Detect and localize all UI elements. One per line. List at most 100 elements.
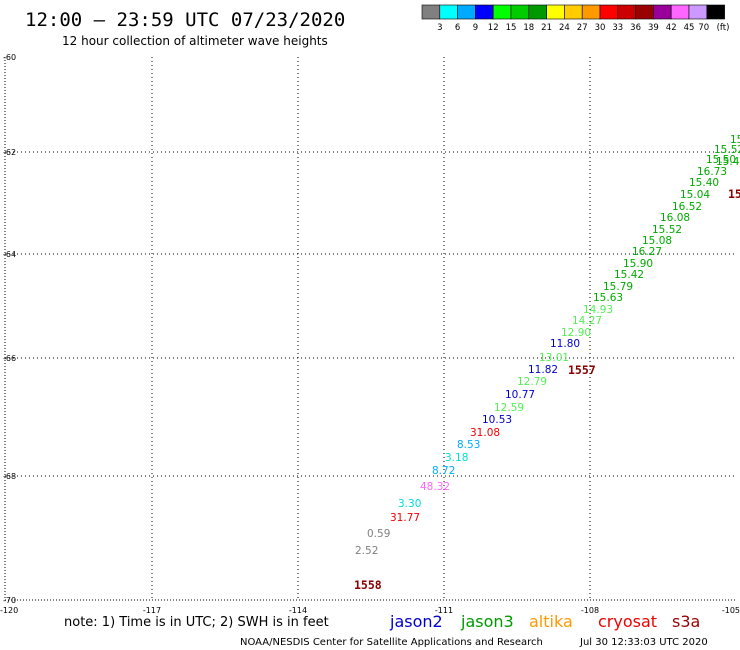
lon-label: -108 bbox=[581, 606, 599, 615]
wave-height-value: 13.01 bbox=[539, 352, 569, 364]
lon-label: -114 bbox=[289, 606, 307, 615]
legend-label: 3 bbox=[437, 23, 442, 33]
lon-label: -105 bbox=[722, 606, 740, 615]
lon-label: -111 bbox=[435, 606, 453, 615]
legend-label: 39 bbox=[648, 23, 659, 33]
lon-label: -120 bbox=[0, 606, 18, 615]
wave-height-value: 48.32 bbox=[420, 481, 450, 493]
lat-label: -60 bbox=[3, 53, 16, 62]
wave-height-value: 16.08 bbox=[660, 212, 690, 224]
legend-label: 24 bbox=[559, 23, 570, 33]
wave-height-value: 8.72 bbox=[432, 465, 455, 477]
wave-height-value: 15.63 bbox=[593, 292, 623, 304]
wave-height-track: 15.15.5215.4815.5016.7315.4015.0416.5216… bbox=[355, 134, 740, 557]
wave-height-value: 15.50 bbox=[706, 154, 736, 166]
wave-height-value: 15.04 bbox=[680, 189, 710, 201]
wave-height-value: 14.27 bbox=[572, 315, 602, 327]
wave-height-value: 12.79 bbox=[517, 376, 547, 388]
wave-height-value: 3.18 bbox=[445, 452, 468, 464]
wave-height-value: 15.40 bbox=[689, 177, 719, 189]
time-label: 1557 bbox=[568, 363, 596, 377]
legend-swatch bbox=[599, 4, 619, 20]
legend-label: 27 bbox=[577, 23, 588, 33]
legend-label: 21 bbox=[541, 23, 552, 33]
legend-swatch bbox=[528, 4, 547, 20]
legend-swatch bbox=[670, 4, 690, 20]
wave-height-value: 16.73 bbox=[697, 166, 727, 178]
wave-height-value: 10.53 bbox=[482, 414, 512, 426]
legend-label: 30 bbox=[595, 23, 606, 33]
time-label: 155 bbox=[728, 187, 740, 201]
legend-swatch bbox=[653, 4, 672, 20]
wave-height-value: 31.08 bbox=[470, 427, 500, 439]
wave-height-value: 15.90 bbox=[623, 258, 653, 270]
map-title: 12:00 – 23:59 UTC 07/23/2020 bbox=[25, 9, 345, 31]
lon-label: -117 bbox=[143, 606, 161, 615]
footer-timestamp: Jul 30 12:33:03 UTC 2020 bbox=[579, 637, 708, 648]
legend-label: 33 bbox=[612, 23, 623, 33]
wave-height-value: 15.08 bbox=[642, 235, 672, 247]
wave-height-value: 10.77 bbox=[505, 389, 535, 401]
wave-height-value: 16.52 bbox=[672, 201, 702, 213]
legend-swatch bbox=[564, 4, 583, 20]
satellite-name: cryosat bbox=[598, 612, 657, 631]
wave-height-value: 12.59 bbox=[494, 402, 524, 414]
latitude-labels: -60 -62 -64 -66 -68 -70 bbox=[3, 53, 16, 605]
legend-swatch bbox=[706, 4, 725, 20]
legend-swatch bbox=[421, 4, 441, 20]
wave-height-value: 11.82 bbox=[528, 364, 558, 376]
wave-height-value: 11.80 bbox=[550, 338, 580, 350]
footer-agency: NOAA/NESDIS Center for Satellite Applica… bbox=[240, 637, 543, 648]
legend-swatch bbox=[475, 4, 494, 20]
legend-label: 9 bbox=[473, 23, 478, 33]
legend-swatch bbox=[635, 4, 654, 20]
satellite-legend: jason2 jason3 altika cryosat s3a bbox=[389, 612, 700, 631]
wave-height-value: 15.52 bbox=[652, 224, 682, 236]
note-text: note: 1) Time is in UTC; 2) SWH is in fe… bbox=[64, 615, 329, 630]
legend-swatch bbox=[617, 4, 636, 20]
time-label: 1558 bbox=[354, 578, 382, 592]
wave-height-value: 14.93 bbox=[583, 304, 613, 316]
wave-height-value: 2.52 bbox=[355, 545, 378, 557]
wave-height-value: 15.42 bbox=[614, 269, 644, 281]
map-subtitle: 12 hour collection of altimeter wave hei… bbox=[62, 34, 328, 48]
legend-swatch bbox=[510, 4, 530, 20]
wave-height-value: 15.52 bbox=[714, 144, 740, 156]
lat-label: -66 bbox=[3, 354, 16, 363]
wave-height-value: 15.48 bbox=[716, 156, 740, 168]
plot-area bbox=[4, 57, 735, 601]
wave-height-value: 8.53 bbox=[457, 439, 480, 451]
longitude-labels: -120 -117 -114 -111 -108 -105 bbox=[0, 606, 740, 615]
wave-height-value: 31.77 bbox=[390, 512, 420, 524]
lat-label: -62 bbox=[3, 148, 16, 157]
wave-height-value: 12.90 bbox=[561, 327, 591, 339]
color-scale-legend: 3 6 9 12 15 18 21 24 27 30 33 36 39 42 45 70 (ft) bbox=[421, 4, 730, 33]
legend-swatch bbox=[581, 4, 601, 20]
legend-label: 18 bbox=[523, 23, 534, 33]
legend-swatch bbox=[492, 4, 512, 20]
satellite-name: s3a bbox=[672, 612, 700, 631]
graticule bbox=[5, 57, 735, 600]
legend-label: 15 bbox=[506, 23, 517, 33]
legend-unit: (ft) bbox=[717, 23, 730, 33]
legend-label: 70 bbox=[698, 23, 709, 33]
lat-label: -70 bbox=[3, 596, 16, 605]
lat-label: -68 bbox=[3, 472, 16, 481]
wave-height-value: 0.59 bbox=[367, 528, 390, 540]
satellite-name: jason2 bbox=[389, 612, 443, 631]
legend-swatch bbox=[688, 4, 708, 20]
legend-swatch bbox=[546, 4, 565, 20]
lat-label: -64 bbox=[3, 250, 16, 259]
legend-label: 12 bbox=[488, 23, 499, 33]
wave-height-value: 15. bbox=[730, 134, 740, 146]
legend-label: 6 bbox=[455, 23, 460, 33]
legend-label: 45 bbox=[684, 23, 695, 33]
satellite-name: jason3 bbox=[460, 612, 514, 631]
legend-swatch bbox=[457, 4, 476, 20]
legend-label: 36 bbox=[630, 23, 641, 33]
legend-swatch bbox=[439, 4, 458, 20]
wave-height-value: 3.30 bbox=[398, 498, 421, 510]
wave-height-value: 15.79 bbox=[603, 281, 633, 293]
